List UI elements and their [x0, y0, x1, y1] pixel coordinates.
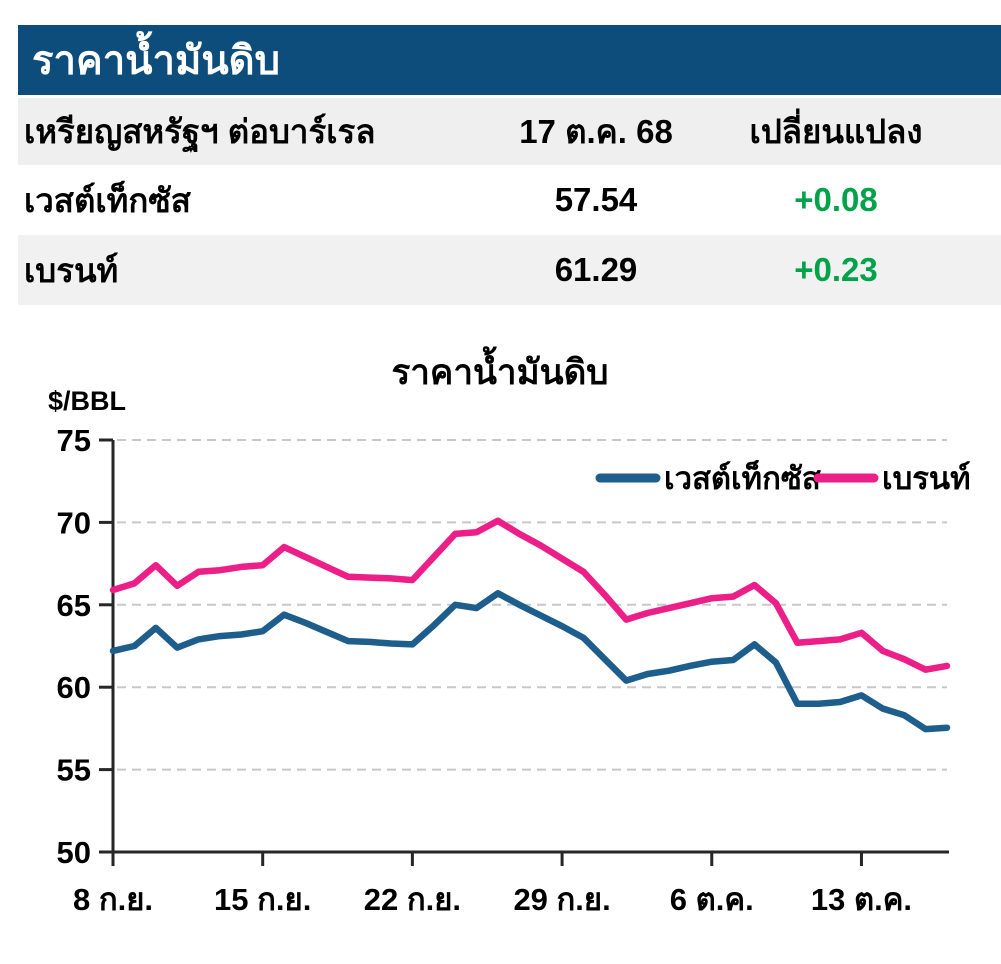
x-tick-label: 8 ก.ย. — [73, 882, 153, 917]
wti-change: +0.08 — [794, 181, 878, 218]
legend-label-1: เบรนท์ — [882, 461, 971, 496]
brent-label: เบรนท์ — [24, 251, 119, 289]
y-tick-label: 70 — [57, 505, 91, 540]
date-header: 17 ต.ค. 68 — [519, 113, 673, 150]
y-axis-unit-label: $/BBL — [48, 386, 126, 416]
brent-change: +0.23 — [794, 251, 878, 288]
report-title: ราคาน้ำมันดิบ — [32, 39, 281, 83]
x-tick-label: 13 ต.ค. — [811, 882, 912, 917]
series-line-1 — [109, 517, 951, 673]
y-tick-label: 60 — [57, 670, 91, 705]
x-tick-label: 29 ก.ย. — [513, 882, 610, 917]
x-tick-label: 22 ก.ย. — [364, 882, 461, 917]
series-line-0 — [109, 590, 951, 733]
price-table-header-row: เหรียญสหรัฐฯ ต่อบาร์เรล 17 ต.ค. 68 เปลี่… — [18, 98, 1001, 165]
y-tick-label: 50 — [57, 835, 91, 870]
wti-price: 57.54 — [554, 181, 638, 218]
table-row-brent: เบรนท์ 61.29 +0.23 — [18, 235, 1001, 305]
price-table: เหรียญสหรัฐฯ ต่อบาร์เรล 17 ต.ค. 68 เปลี่… — [18, 98, 1001, 305]
y-tick-label: 75 — [57, 423, 91, 458]
report-title-bar: ราคาน้ำมันดิบ — [18, 25, 1001, 95]
y-tick-label: 65 — [57, 588, 91, 623]
y-tick-label: 55 — [57, 753, 91, 788]
table-row-wti: เวสต์เท็กซัส 57.54 +0.08 — [18, 165, 1001, 235]
x-tick-label: 6 ต.ค. — [670, 882, 754, 917]
x-tick-label: 15 ก.ย. — [214, 882, 311, 917]
line-chart-canvas: ราคาน้ำมันดิบ $/BBL 75 70 65 60 55 50 8 ก.ย. 15 ก… — [48, 346, 971, 917]
legend-label-0: เวสต์เท็กซัส — [664, 459, 821, 496]
unit-header: เหรียญสหรัฐฯ ต่อบาร์เรล — [24, 113, 376, 150]
change-header: เปลี่ยนแปลง — [749, 113, 923, 150]
wti-label: เวสต์เท็กซัส — [24, 181, 191, 219]
chart-title: ราคาน้ำมันดิบ — [391, 346, 608, 392]
brent-price: 61.29 — [554, 251, 638, 288]
oil-price-chart: ราคาน้ำมันดิบ $/BBL 75 70 65 60 55 50 8 ก.ย. 15 ก… — [0, 340, 1001, 957]
